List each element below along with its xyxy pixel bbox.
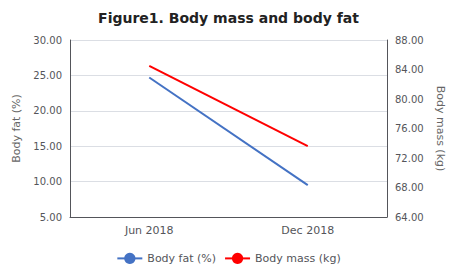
svg-text:76.00: 76.00 [395,123,424,134]
svg-text:72.00: 72.00 [395,153,424,164]
svg-text:15.00: 15.00 [33,141,62,152]
svg-text:88.00: 88.00 [395,35,424,46]
svg-text:30.00: 30.00 [33,35,62,46]
svg-text:Jun 2018: Jun 2018 [124,224,174,237]
svg-text:5.00: 5.00 [40,212,62,223]
svg-text:Dec 2018: Dec 2018 [281,224,334,237]
svg-text:10.00: 10.00 [33,176,62,187]
svg-text:20.00: 20.00 [33,105,62,116]
svg-text:25.00: 25.00 [33,70,62,81]
svg-text:Body fat (%): Body fat (%) [10,94,23,163]
svg-text:84.00: 84.00 [395,64,424,75]
svg-text:64.00: 64.00 [395,212,424,223]
svg-text:Body mass (kg): Body mass (kg) [434,86,447,172]
svg-text:68.00: 68.00 [395,182,424,193]
svg-text:Body fat (%): Body fat (%) [147,252,216,265]
svg-text:Figure1. Body mass and body fa: Figure1. Body mass and body fat [98,10,359,26]
svg-text:80.00: 80.00 [395,94,424,105]
svg-text:Body mass (kg): Body mass (kg) [255,252,341,265]
